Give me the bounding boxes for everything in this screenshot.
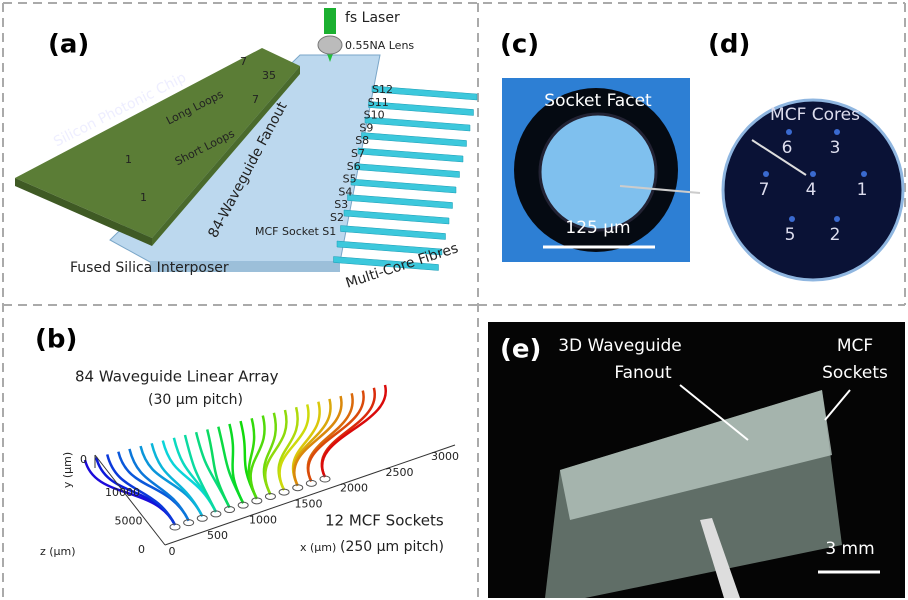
z-tick-label: 10000 (105, 486, 140, 499)
z-axis-label: z (µm) (40, 545, 76, 558)
core-label: 5 (785, 225, 796, 245)
core (786, 129, 792, 135)
z-tick-label: 0 (138, 543, 145, 556)
socket-label: S8 (355, 134, 369, 147)
socket-label: S9 (359, 121, 373, 134)
panel-label: (d) (708, 30, 750, 60)
x-tick-label: 2500 (386, 466, 414, 479)
panel-label: (c) (500, 30, 539, 60)
x-tick-label: 2000 (340, 482, 368, 495)
loop-end: 1 (125, 153, 132, 166)
z-tick-label: 5000 (115, 515, 143, 528)
socket-label: S11 (368, 96, 389, 109)
cores-label: MCF Cores (770, 105, 860, 125)
core (789, 216, 795, 222)
socket-label: S12 (372, 83, 393, 96)
sockets-pitch: (250 µm pitch) (340, 539, 444, 555)
sockets-label: 12 MCF Sockets (325, 512, 444, 530)
panel-label: (b) (35, 325, 77, 355)
array-pitch: (30 µm pitch) (148, 392, 243, 408)
loop-end: 7 (252, 93, 259, 106)
y-tick-label: 0 (80, 453, 87, 466)
x-tick-label: 1500 (295, 498, 323, 511)
facet (540, 114, 656, 230)
core (810, 171, 816, 177)
fanout-label: 3D Waveguide (558, 336, 682, 356)
laser-label: fs Laser (345, 10, 400, 26)
core (763, 171, 769, 177)
figure: (a) Silicon Photonic Chip Long Loops Sho… (0, 0, 908, 600)
sockets-label: Sockets (822, 363, 888, 383)
loop-count: 35 (262, 69, 276, 82)
x-tick-label: 1000 (249, 513, 277, 526)
socket-label: MCF Socket S1 (255, 225, 336, 238)
sockets-label: MCF (837, 336, 873, 356)
core (834, 129, 840, 135)
core-label: 7 (759, 180, 770, 200)
core (834, 216, 840, 222)
loop-end: 7 (240, 55, 247, 68)
socket-label: S6 (347, 160, 361, 173)
x-axis-label: x (µm) (300, 541, 336, 554)
lens (318, 36, 342, 54)
core-label: 3 (830, 138, 841, 158)
scale-label: 125 µm (565, 218, 630, 238)
y-axis-label: y (µm) (61, 452, 74, 488)
core-label: 2 (830, 225, 841, 245)
loop-end: 1 (140, 191, 147, 204)
panel-label: (a) (48, 30, 89, 60)
core-label: 1 (857, 180, 868, 200)
socket-label: S10 (364, 109, 385, 122)
interposer-label: Fused Silica Interposer (70, 260, 229, 276)
socket-label: S7 (351, 147, 365, 160)
socket-label: S4 (338, 185, 352, 198)
core-label: 6 (782, 138, 793, 158)
panel-e: (e) 3D Waveguide Fanout MCF Sockets 3 mm (488, 322, 905, 598)
panel-label: (e) (500, 335, 541, 365)
fanout-label: Fanout (614, 363, 672, 383)
socket-label: S5 (343, 173, 357, 186)
socket-label: S3 (334, 198, 348, 211)
x-tick-label: 0 (169, 545, 176, 558)
facet-label: Socket Facet (544, 91, 652, 111)
scale-label: 3 mm (825, 539, 874, 559)
core-label: 4 (806, 180, 817, 200)
socket-label: S2 (330, 211, 344, 224)
x-tick-label: 500 (207, 529, 228, 542)
array-label: 84 Waveguide Linear Array (75, 368, 279, 386)
x-tick-label: 3000 (431, 450, 459, 463)
core (861, 171, 867, 177)
laser (324, 8, 336, 34)
lens-label: 0.55NA Lens (345, 39, 414, 52)
